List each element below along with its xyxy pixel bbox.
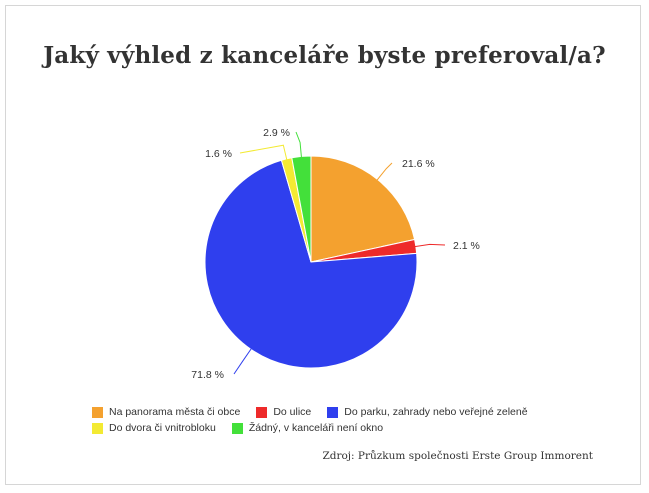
legend-label: Na panorama města či obce xyxy=(109,406,241,418)
leader-line xyxy=(295,131,303,159)
data-label: 2.1 % xyxy=(453,240,480,252)
legend-swatch xyxy=(92,406,103,418)
data-label: 1.6 % xyxy=(205,148,232,160)
legend-row-1: Na panorama města či obce Do ulice Do pa… xyxy=(92,404,562,420)
leader-line xyxy=(233,347,253,375)
legend-swatch xyxy=(256,406,268,418)
chart-title: Jaký výhled z kanceláře byste preferoval… xyxy=(43,42,606,69)
chart-legend: Na panorama města či obce Do ulice Do pa… xyxy=(92,404,562,436)
legend-item-panorama: Na panorama města či obce xyxy=(92,406,240,418)
legend-label: Do parku, zahrady nebo veřejné zeleně xyxy=(344,406,528,418)
source-note: Zdroj: Průzkum společnosti Erste Group I… xyxy=(322,450,593,462)
legend-label: Žádný, v kanceláři není okno xyxy=(248,422,384,434)
legend-label: Do dvora či vnitrobloku xyxy=(109,422,216,434)
leader-line xyxy=(239,144,288,161)
legend-swatch xyxy=(92,422,103,434)
legend-item-park: Do parku, zahrady nebo veřejné zeleně xyxy=(327,406,528,418)
legend-swatch xyxy=(327,406,339,418)
leader-line xyxy=(413,243,446,248)
legend-item-ulice: Do ulice xyxy=(256,406,311,418)
data-label: 21.6 % xyxy=(402,158,435,170)
legend-item-dvur: Do dvora či vnitrobloku xyxy=(92,422,216,434)
data-label: 71.8 % xyxy=(191,369,224,381)
legend-item-zadny: Žádný, v kanceláři není okno xyxy=(231,422,384,434)
legend-label: Do ulice xyxy=(273,406,312,418)
data-label: 2.9 % xyxy=(263,127,290,139)
legend-row-2: Do dvora či vnitrobloku Žádný, v kancelá… xyxy=(92,420,562,436)
leader-line xyxy=(375,162,393,182)
legend-swatch xyxy=(231,422,243,434)
